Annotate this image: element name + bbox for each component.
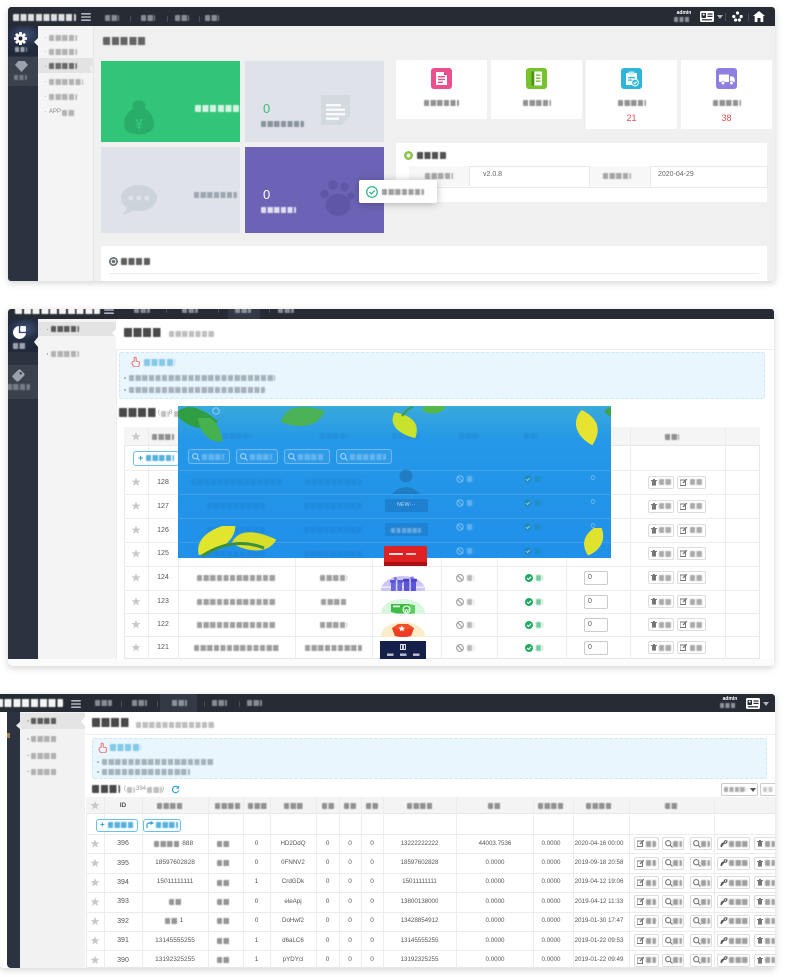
svg-text:w: w (403, 607, 409, 613)
svg-text:¥: ¥ (135, 117, 143, 133)
